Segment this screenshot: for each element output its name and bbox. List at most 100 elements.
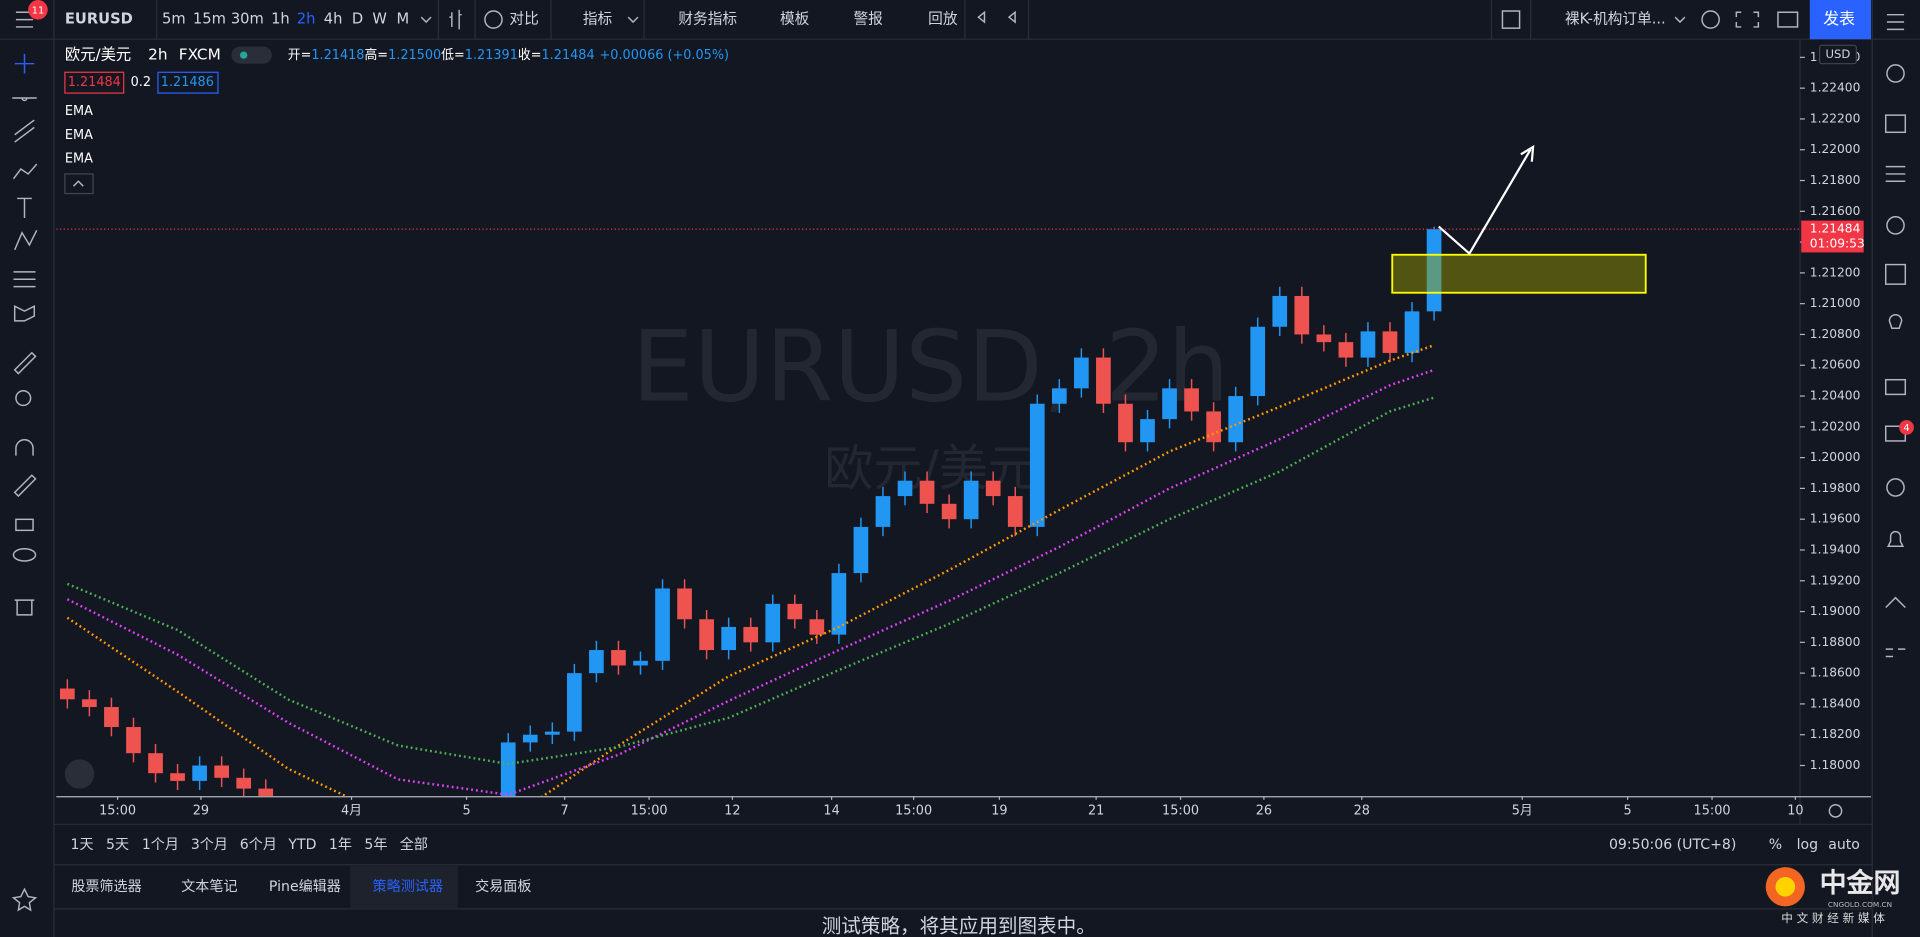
text-tool[interactable] (17, 197, 32, 219)
y-tick-label: 1.22400 (1810, 81, 1861, 95)
channel-tool[interactable] (14, 119, 35, 143)
toolbar-item[interactable]: 对比 (509, 11, 538, 28)
panel-tab[interactable]: 策略测试器 (373, 878, 443, 895)
range-button[interactable]: 5年 (364, 837, 387, 853)
range-button[interactable]: 3个月 (191, 837, 228, 853)
y-tick-label: 1.20400 (1810, 389, 1861, 403)
publish[interactable]: 发表 (1823, 9, 1855, 28)
range-button[interactable]: YTD (287, 837, 316, 853)
ruler-tool[interactable] (13, 351, 37, 375)
select-layout[interactable] (1501, 10, 1521, 29)
range-button[interactable]: 1天 (71, 837, 94, 853)
interval[interactable]: 5m (162, 11, 186, 28)
zone-box[interactable] (1391, 253, 1647, 294)
candle-body (214, 765, 230, 778)
sell-price[interactable]: 1.21484 (68, 75, 121, 90)
stay-drawing[interactable] (13, 474, 37, 498)
zoom-tool[interactable] (15, 389, 32, 407)
fib-tool[interactable] (13, 271, 36, 288)
ohlc-label: 开= (288, 48, 312, 63)
toolbar-item[interactable]: 警报 (853, 11, 883, 28)
ohlc-label: 收= (518, 48, 542, 63)
watchlist[interactable] (1886, 13, 1905, 31)
xabcd-tool[interactable] (14, 229, 38, 251)
crosshair-tool[interactable] (14, 53, 35, 74)
range-button[interactable]: 1年 (329, 837, 352, 853)
sell-box[interactable] (64, 71, 125, 94)
magnet-tool[interactable] (15, 438, 34, 456)
toolbar-item[interactable]: 回放 (928, 11, 958, 28)
arrow-drawing[interactable] (1438, 144, 1535, 256)
interval[interactable]: 15m (193, 11, 226, 28)
interval[interactable]: 2h (297, 11, 316, 28)
scale-option[interactable]: log (1797, 837, 1818, 853)
axis-settings[interactable] (1828, 803, 1843, 818)
chats[interactable] (1884, 378, 1907, 396)
interval[interactable]: 30m (231, 11, 264, 28)
news[interactable] (1884, 114, 1907, 134)
undo-redo[interactable] (977, 10, 1016, 24)
streams[interactable] (1886, 478, 1905, 497)
candle-body (148, 753, 163, 774)
panel-tab[interactable]: 文本笔记 (181, 879, 237, 895)
layout-dropdown[interactable] (1674, 16, 1686, 24)
candle-body (985, 480, 1001, 497)
y-tick-label: 1.18400 (1810, 696, 1861, 710)
buy-price[interactable]: 1.21486 (161, 75, 214, 90)
panel-tab[interactable]: 交易面板 (475, 878, 531, 895)
y-tick-label: 1.19600 (1810, 512, 1861, 526)
brand-button[interactable] (64, 759, 95, 789)
countdown: 01:09:53 (1810, 236, 1865, 250)
publish-button[interactable] (1809, 0, 1872, 40)
interval[interactable]: 4h (324, 11, 343, 28)
sidebar-badge: 4 (1903, 423, 1909, 434)
last-price-tag (1801, 220, 1864, 253)
y-tick-label: 1.19200 (1810, 573, 1861, 587)
chart-type[interactable] (449, 9, 462, 30)
snapshot[interactable] (1777, 11, 1799, 28)
pattern-tool[interactable] (12, 163, 38, 180)
interval[interactable]: D (352, 11, 363, 28)
toolbar-item[interactable]: 指标 (583, 11, 613, 28)
scale-option[interactable]: auto (1828, 837, 1860, 853)
interval-dropdown[interactable] (420, 16, 432, 24)
forecast-tool[interactable] (13, 305, 36, 322)
interval[interactable]: 1h (271, 11, 290, 28)
compare-icon[interactable] (484, 10, 503, 29)
dom[interactable] (1885, 648, 1906, 658)
range-button[interactable]: 1个月 (142, 837, 179, 853)
data-window[interactable] (1885, 165, 1906, 183)
hotlist[interactable] (1886, 216, 1905, 235)
delete-tool[interactable] (14, 599, 35, 616)
panel-tab[interactable]: Pine编辑器 (269, 879, 341, 895)
range-button[interactable]: 6个月 (240, 837, 277, 853)
symbol: EURUSD (65, 11, 133, 28)
candle-body (1140, 419, 1155, 443)
line-tool[interactable] (12, 97, 37, 102)
alerts[interactable] (1886, 64, 1905, 83)
range-button[interactable]: 5天 (106, 837, 129, 853)
calendar[interactable] (1884, 263, 1907, 285)
scale-option[interactable]: % (1769, 837, 1782, 853)
lock-tool[interactable] (15, 518, 34, 532)
order-panel[interactable] (1885, 596, 1906, 609)
toolbar-item[interactable]: 模板 (780, 10, 810, 28)
hide-tool[interactable] (12, 547, 37, 562)
buy-box[interactable] (157, 71, 219, 94)
fullscreen[interactable] (1735, 11, 1760, 28)
interval[interactable]: M (397, 11, 410, 28)
notifications[interactable] (1886, 530, 1905, 548)
candle-body (1316, 334, 1332, 343)
message: 测试策略，将其应用到图表中。 (822, 915, 1096, 937)
indicators-dropdown[interactable] (627, 16, 639, 24)
settings[interactable] (1701, 10, 1720, 29)
ideas[interactable] (1888, 314, 1903, 329)
favorites[interactable] (11, 887, 38, 912)
collapse-button[interactable] (64, 173, 94, 195)
collapse-icon[interactable] (72, 180, 84, 187)
interval[interactable]: W (372, 11, 387, 28)
toolbar-item[interactable]: 财务指标 (678, 11, 737, 28)
panel-tab[interactable]: 股票筛选器 (71, 879, 141, 895)
range-button[interactable]: 全部 (400, 836, 428, 853)
